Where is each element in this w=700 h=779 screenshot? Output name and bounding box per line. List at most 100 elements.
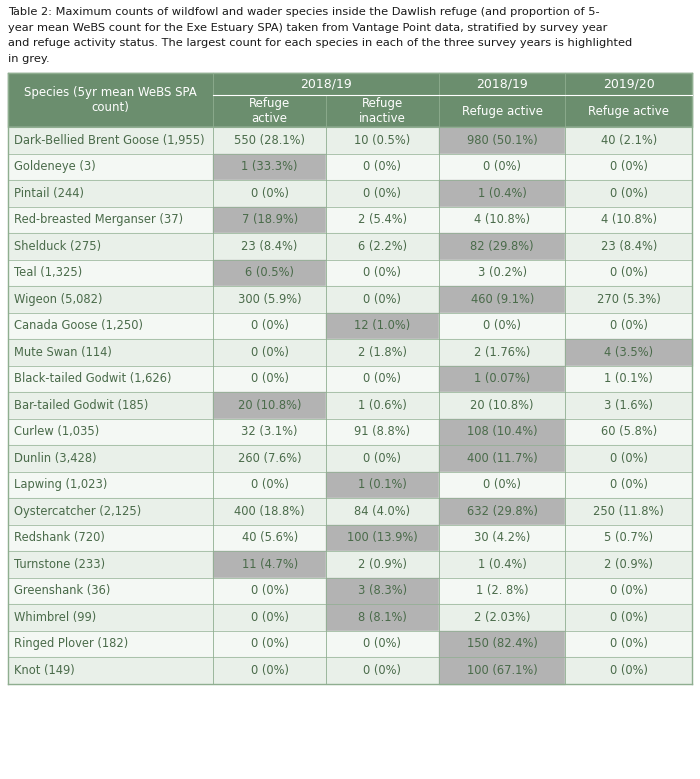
Text: 3 (1.6%): 3 (1.6%) — [604, 399, 653, 412]
Text: 2018/19: 2018/19 — [476, 77, 528, 90]
Bar — [214, 259, 326, 286]
Bar — [214, 233, 326, 259]
Bar — [566, 498, 692, 524]
Bar — [566, 577, 692, 604]
Bar — [8, 551, 213, 577]
Bar — [326, 392, 439, 418]
Bar — [8, 524, 213, 551]
Bar — [439, 312, 566, 339]
Text: 4 (10.8%): 4 (10.8%) — [601, 213, 657, 226]
Text: Canada Goose (1,250): Canada Goose (1,250) — [14, 319, 143, 333]
Text: Oystercatcher (2,125): Oystercatcher (2,125) — [14, 505, 141, 518]
Bar — [439, 577, 566, 604]
Text: Species (5yr mean WeBS SPA
count): Species (5yr mean WeBS SPA count) — [25, 86, 197, 114]
Text: 0 (0%): 0 (0%) — [610, 584, 648, 597]
Text: 0 (0%): 0 (0%) — [363, 293, 402, 305]
Bar — [214, 577, 326, 604]
Text: 460 (9.1%): 460 (9.1%) — [470, 293, 534, 305]
Bar — [326, 180, 439, 206]
Bar — [326, 127, 439, 153]
Bar — [439, 498, 566, 524]
Bar — [439, 392, 566, 418]
Text: Ringed Plover (182): Ringed Plover (182) — [14, 637, 128, 650]
Bar — [566, 286, 692, 312]
Bar — [214, 551, 326, 577]
Text: 0 (0%): 0 (0%) — [251, 584, 288, 597]
Text: 2 (2.03%): 2 (2.03%) — [474, 611, 531, 624]
Text: 2018/19: 2018/19 — [300, 77, 352, 90]
Text: Goldeneye (3): Goldeneye (3) — [14, 160, 96, 173]
Text: 0 (0%): 0 (0%) — [610, 187, 648, 199]
Text: 100 (67.1%): 100 (67.1%) — [467, 664, 538, 677]
Text: 2 (0.9%): 2 (0.9%) — [604, 558, 653, 571]
Text: Shelduck (275): Shelduck (275) — [14, 240, 101, 252]
Bar — [326, 471, 439, 498]
Text: Curlew (1,035): Curlew (1,035) — [14, 425, 99, 439]
Text: 20 (10.8%): 20 (10.8%) — [238, 399, 302, 412]
Text: 2 (1.8%): 2 (1.8%) — [358, 346, 407, 359]
Text: Bar-tailed Godwit (185): Bar-tailed Godwit (185) — [14, 399, 148, 412]
Bar — [326, 365, 439, 392]
Text: 550 (28.1%): 550 (28.1%) — [234, 134, 305, 146]
Text: year mean WeBS count for the Exe Estuary SPA) taken from Vantage Point data, str: year mean WeBS count for the Exe Estuary… — [8, 23, 608, 33]
Bar — [439, 286, 566, 312]
Text: 0 (0%): 0 (0%) — [363, 452, 402, 465]
Bar — [566, 657, 692, 683]
Text: Refuge
inactive: Refuge inactive — [359, 97, 406, 125]
Bar — [326, 286, 439, 312]
Text: Refuge
active: Refuge active — [249, 97, 290, 125]
Bar — [326, 153, 439, 180]
Text: Red-breasted Merganser (37): Red-breasted Merganser (37) — [14, 213, 183, 226]
Text: 400 (11.7%): 400 (11.7%) — [467, 452, 538, 465]
Text: 0 (0%): 0 (0%) — [363, 664, 402, 677]
Text: 1 (0.07%): 1 (0.07%) — [474, 372, 531, 386]
Bar — [439, 630, 566, 657]
Bar — [439, 551, 566, 577]
Bar — [566, 604, 692, 630]
Text: 0 (0%): 0 (0%) — [610, 452, 648, 465]
Text: 0 (0%): 0 (0%) — [363, 160, 402, 173]
Bar — [8, 233, 213, 259]
Text: 0 (0%): 0 (0%) — [251, 478, 288, 492]
Bar — [566, 365, 692, 392]
Text: Refuge active: Refuge active — [588, 104, 669, 118]
Text: 100 (13.9%): 100 (13.9%) — [347, 531, 418, 545]
Text: 20 (10.8%): 20 (10.8%) — [470, 399, 534, 412]
Text: 300 (5.9%): 300 (5.9%) — [238, 293, 302, 305]
Text: 5 (0.7%): 5 (0.7%) — [604, 531, 653, 545]
Bar — [439, 657, 566, 683]
Text: 3 (0.2%): 3 (0.2%) — [477, 266, 527, 279]
Bar — [214, 657, 326, 683]
Bar — [8, 339, 213, 365]
Bar — [8, 127, 213, 153]
Bar — [439, 445, 566, 471]
Bar — [326, 418, 439, 445]
Text: 0 (0%): 0 (0%) — [363, 266, 402, 279]
Text: Dunlin (3,428): Dunlin (3,428) — [14, 452, 97, 465]
Text: 6 (0.5%): 6 (0.5%) — [245, 266, 294, 279]
Bar — [439, 365, 566, 392]
Bar — [566, 127, 692, 153]
Text: 10 (0.5%): 10 (0.5%) — [354, 134, 411, 146]
Text: 4 (3.5%): 4 (3.5%) — [604, 346, 653, 359]
Text: 2019/20: 2019/20 — [603, 77, 655, 90]
Text: Refuge active: Refuge active — [462, 104, 542, 118]
Bar — [214, 73, 439, 95]
Text: 2 (0.9%): 2 (0.9%) — [358, 558, 407, 571]
Text: 60 (5.8%): 60 (5.8%) — [601, 425, 657, 439]
Bar — [214, 339, 326, 365]
Text: 40 (5.6%): 40 (5.6%) — [241, 531, 298, 545]
Text: 632 (29.8%): 632 (29.8%) — [467, 505, 538, 518]
Text: 82 (29.8%): 82 (29.8%) — [470, 240, 534, 252]
Text: in grey.: in grey. — [8, 54, 50, 64]
Bar — [326, 524, 439, 551]
Bar — [566, 392, 692, 418]
Bar — [326, 339, 439, 365]
Bar — [8, 180, 213, 206]
Bar — [566, 524, 692, 551]
Bar — [214, 312, 326, 339]
Bar — [439, 180, 566, 206]
Text: 0 (0%): 0 (0%) — [251, 187, 288, 199]
Text: 980 (50.1%): 980 (50.1%) — [467, 134, 538, 146]
Bar — [8, 445, 213, 471]
